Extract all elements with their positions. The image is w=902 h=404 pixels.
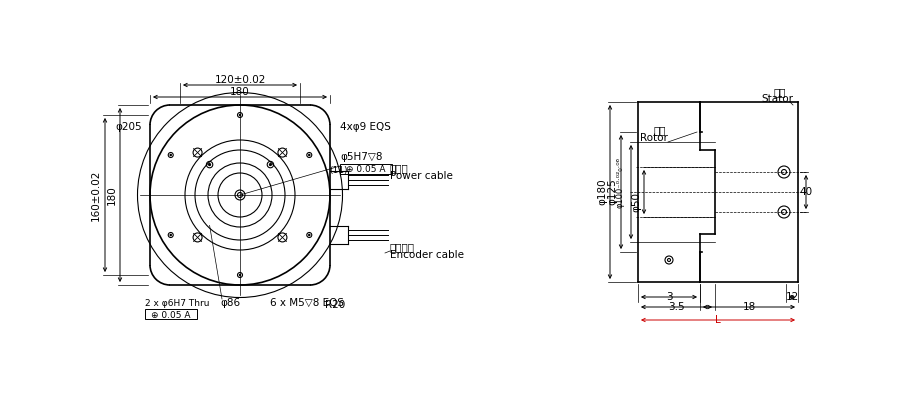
Text: φ86: φ86 — [220, 298, 240, 308]
Circle shape — [208, 164, 210, 166]
FancyBboxPatch shape — [340, 164, 392, 174]
Circle shape — [170, 154, 171, 156]
Text: φ5H7▽8: φ5H7▽8 — [340, 152, 382, 162]
Text: 动力线: 动力线 — [390, 163, 409, 173]
Text: Encoder cable: Encoder cable — [390, 250, 464, 260]
Text: 120±0.02: 120±0.02 — [215, 75, 266, 85]
Text: 3.5: 3.5 — [668, 302, 685, 312]
Text: 160±0.02: 160±0.02 — [91, 169, 101, 221]
Text: 4xφ9 EQS: 4xφ9 EQS — [340, 122, 391, 132]
Circle shape — [239, 114, 241, 116]
Text: Power cable: Power cable — [390, 171, 453, 181]
Text: (11): (11) — [330, 166, 348, 175]
Circle shape — [170, 234, 171, 236]
Text: ⊕ 0.05 A: ⊕ 0.05 A — [152, 311, 190, 320]
Text: 180: 180 — [230, 87, 250, 97]
Text: 2 x φ6H7 Thru: 2 x φ6H7 Thru — [145, 299, 209, 307]
Circle shape — [308, 234, 310, 236]
Text: φ125: φ125 — [607, 179, 617, 205]
Text: φ100⁻⁰·⁰²₀·⁰⁶: φ100⁻⁰·⁰²₀·⁰⁶ — [615, 156, 624, 208]
Text: 定子: 定子 — [774, 87, 786, 97]
Text: 3: 3 — [666, 292, 672, 302]
Text: 40: 40 — [799, 187, 813, 197]
Text: ⊕ 0.05 A: ⊕ 0.05 A — [346, 166, 386, 175]
Text: 6 x M5▽8 EQS: 6 x M5▽8 EQS — [270, 298, 344, 308]
Text: 18: 18 — [742, 302, 756, 312]
Text: φ180: φ180 — [597, 179, 607, 205]
Text: Rotor: Rotor — [640, 133, 668, 143]
Text: 180: 180 — [107, 185, 117, 205]
Text: R20: R20 — [325, 300, 345, 310]
Text: 编码器线: 编码器线 — [390, 242, 415, 252]
Text: φ50: φ50 — [631, 192, 641, 212]
Text: 12: 12 — [786, 292, 798, 302]
Text: Stator: Stator — [761, 94, 793, 104]
Circle shape — [239, 274, 241, 276]
FancyBboxPatch shape — [145, 309, 197, 319]
Text: 转子: 转子 — [654, 125, 666, 135]
Text: φ205: φ205 — [115, 122, 142, 132]
Circle shape — [270, 164, 272, 166]
Circle shape — [308, 154, 310, 156]
Text: L: L — [715, 315, 721, 325]
